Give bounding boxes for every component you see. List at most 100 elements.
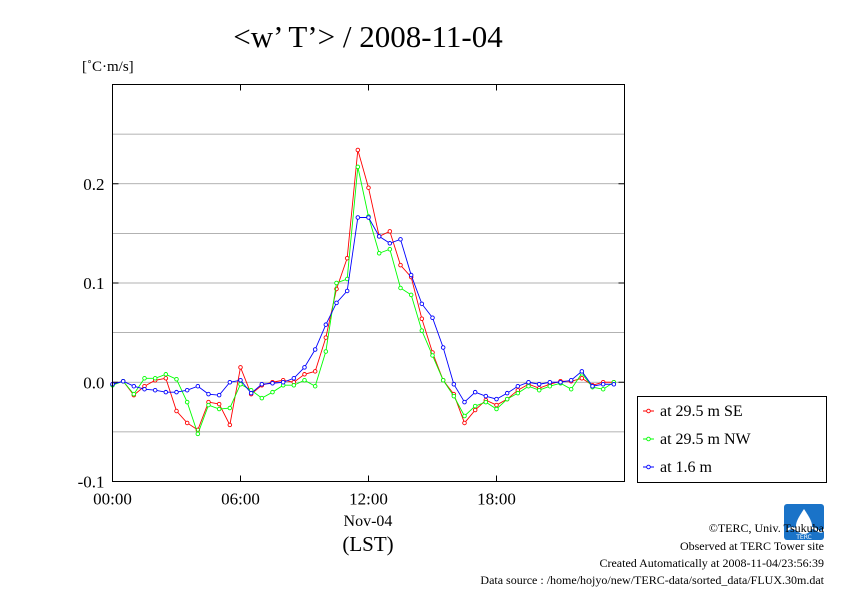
data-point — [376, 234, 382, 239]
data-point — [163, 372, 169, 377]
data-point — [590, 383, 595, 389]
data-point — [536, 387, 542, 393]
data-point — [174, 389, 179, 395]
data-point — [494, 396, 499, 402]
data-point — [440, 345, 446, 350]
data-point — [366, 185, 371, 190]
legend-marker-2 — [646, 464, 651, 470]
data-point — [579, 369, 585, 374]
data-point — [472, 389, 478, 395]
data-point — [259, 395, 265, 401]
terc-logo: TERC — [784, 504, 825, 541]
legend-label-0: at 29.5 m SE — [660, 403, 743, 420]
footer-source: Data source : /home/hojyo/new/TERC-data/… — [480, 573, 824, 587]
data-point — [312, 383, 318, 389]
series-line-1 — [112, 166, 615, 436]
data-point — [323, 322, 329, 327]
plot-frame — [112, 84, 625, 482]
data-point — [611, 381, 617, 387]
data-point — [174, 377, 179, 382]
data-point — [504, 390, 510, 396]
data-point — [280, 380, 286, 385]
series-2 — [110, 215, 617, 405]
data-point — [291, 376, 297, 381]
data-point — [120, 379, 126, 384]
data-point — [526, 383, 531, 389]
data-point — [547, 383, 553, 389]
y-tick-label-1: 0.0 — [83, 373, 104, 392]
data-point — [344, 288, 350, 294]
data-point — [408, 272, 414, 278]
data-point — [142, 376, 147, 381]
data-point — [440, 378, 446, 383]
data-point — [184, 420, 190, 426]
data-point — [387, 229, 393, 234]
legend-label-1: at 29.5 m NW — [660, 431, 752, 448]
x-tick-label-3: 18:00 — [477, 490, 516, 509]
x-tick-label-2: 12:00 — [349, 490, 388, 509]
data-point — [526, 380, 531, 385]
data-point — [472, 403, 478, 409]
data-point — [462, 399, 467, 405]
data-point — [248, 390, 254, 396]
data-point — [494, 406, 499, 412]
data-point — [568, 378, 574, 383]
data-point — [600, 381, 606, 387]
data-point — [174, 408, 179, 414]
legend: at 29.5 m SE at 29.5 m NW at 1.6 m — [637, 396, 827, 483]
logo-wave-icon — [786, 527, 825, 533]
data-point — [398, 237, 403, 242]
data-point — [206, 402, 211, 408]
axis-ticks — [112, 84, 625, 482]
data-point — [398, 262, 403, 268]
data-point — [387, 247, 393, 252]
data-point — [163, 389, 169, 395]
data-point — [419, 301, 425, 307]
data-point — [302, 365, 307, 370]
legend-box — [637, 396, 827, 483]
x-axis-date-label: Nov-04 — [344, 513, 393, 530]
data-point — [515, 390, 521, 396]
data-point — [355, 147, 361, 153]
data-point — [152, 387, 158, 393]
data-point — [206, 391, 211, 397]
data-point — [451, 393, 457, 399]
data-point — [344, 255, 350, 261]
data-point — [334, 280, 339, 286]
legend-label-2: at 1.6 m — [660, 459, 713, 476]
data-point — [238, 378, 243, 383]
data-point — [547, 380, 553, 385]
series-1 — [110, 164, 617, 437]
data-point — [227, 380, 233, 385]
data-point — [462, 413, 467, 419]
data-point — [184, 387, 190, 393]
data-point — [195, 431, 201, 437]
data-point — [216, 401, 222, 407]
data-point — [238, 365, 243, 370]
data-point — [163, 376, 169, 381]
data-point — [600, 386, 606, 392]
data-point — [515, 383, 521, 389]
data-point — [483, 393, 489, 399]
data-point — [536, 381, 542, 387]
chart-title: <w’ T’> / 2008-11-04 — [233, 19, 503, 54]
data-point — [504, 396, 510, 402]
x-tick-label-0: 00:00 — [93, 490, 132, 509]
series-line-2 — [112, 217, 614, 403]
data-point — [355, 215, 361, 220]
data-point — [430, 315, 435, 320]
data-point — [270, 380, 275, 386]
data-point — [152, 376, 158, 381]
legend-marker-0 — [646, 408, 651, 414]
data-point — [216, 392, 222, 398]
logo-drop-icon — [796, 509, 812, 534]
y-tick-label-0: -0.1 — [78, 473, 105, 492]
data-point — [259, 381, 265, 387]
grid-lines — [112, 133, 625, 433]
data-point — [270, 389, 275, 395]
data-point — [398, 285, 403, 291]
series-lines — [110, 147, 617, 437]
data-point — [366, 215, 371, 220]
footer-copyright: ©TERC, Univ. Tsukuba — [709, 521, 825, 535]
